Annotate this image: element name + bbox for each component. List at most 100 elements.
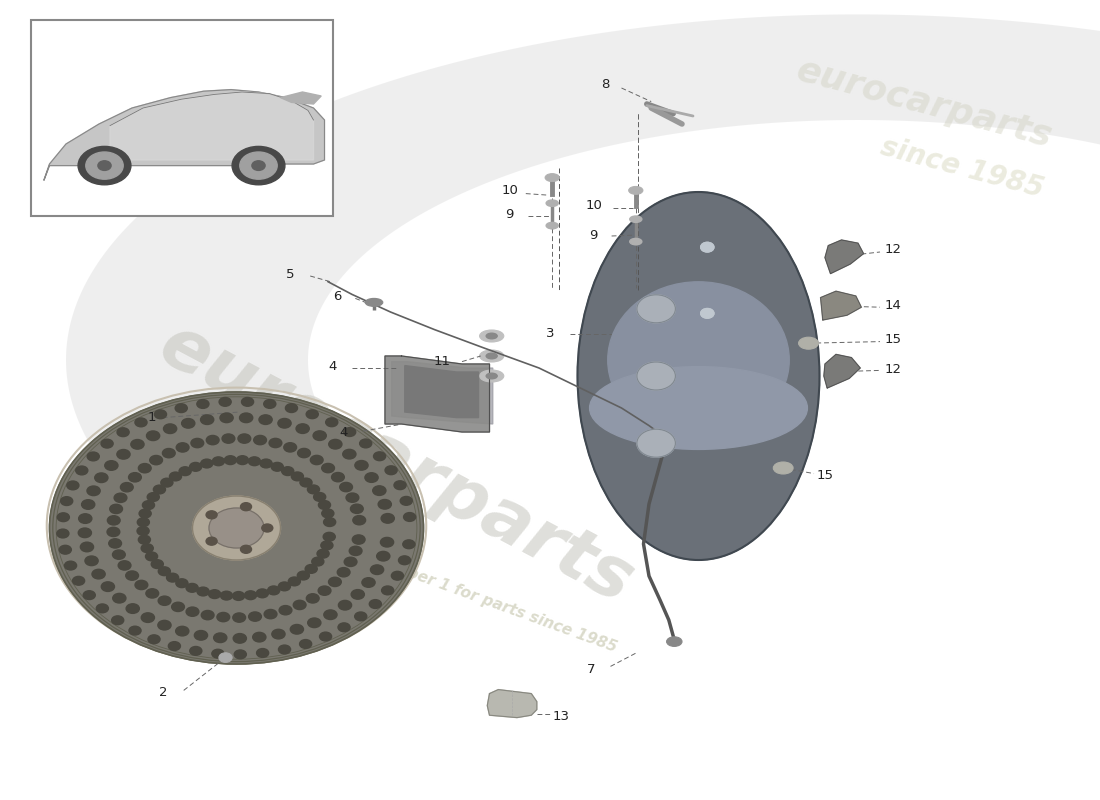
Text: 15: 15 <box>884 333 902 346</box>
Ellipse shape <box>307 485 319 494</box>
Polygon shape <box>824 354 860 388</box>
Ellipse shape <box>95 473 108 482</box>
Ellipse shape <box>381 538 394 547</box>
Text: 4: 4 <box>328 360 337 373</box>
Ellipse shape <box>78 528 91 538</box>
Ellipse shape <box>365 473 378 482</box>
Ellipse shape <box>233 613 245 622</box>
Text: 2: 2 <box>158 686 167 699</box>
Ellipse shape <box>382 586 394 595</box>
Ellipse shape <box>362 578 375 587</box>
Ellipse shape <box>385 466 397 474</box>
Ellipse shape <box>292 472 304 481</box>
Ellipse shape <box>220 413 233 422</box>
Ellipse shape <box>220 591 232 600</box>
Ellipse shape <box>326 418 338 426</box>
Ellipse shape <box>153 485 165 494</box>
Ellipse shape <box>547 200 558 206</box>
Ellipse shape <box>138 526 150 535</box>
Ellipse shape <box>254 435 266 445</box>
Text: 9: 9 <box>505 208 514 221</box>
Ellipse shape <box>65 561 77 570</box>
Ellipse shape <box>282 466 294 475</box>
Ellipse shape <box>288 577 300 586</box>
Ellipse shape <box>392 571 404 580</box>
Ellipse shape <box>486 353 497 358</box>
Ellipse shape <box>206 511 217 519</box>
Ellipse shape <box>186 583 198 592</box>
Text: 14: 14 <box>884 299 902 312</box>
Ellipse shape <box>161 478 173 487</box>
Ellipse shape <box>175 404 187 413</box>
Ellipse shape <box>129 626 141 635</box>
Ellipse shape <box>125 571 139 580</box>
Ellipse shape <box>154 410 166 418</box>
Ellipse shape <box>305 565 317 574</box>
Ellipse shape <box>285 404 297 413</box>
Ellipse shape <box>351 504 363 514</box>
Ellipse shape <box>190 646 202 655</box>
Ellipse shape <box>637 362 675 390</box>
Ellipse shape <box>667 637 682 646</box>
Text: 3: 3 <box>546 327 554 340</box>
Ellipse shape <box>267 586 279 594</box>
Ellipse shape <box>607 282 790 438</box>
Ellipse shape <box>486 334 497 339</box>
Ellipse shape <box>236 456 249 465</box>
Ellipse shape <box>158 596 170 606</box>
Text: 9: 9 <box>588 229 597 242</box>
Ellipse shape <box>278 645 290 654</box>
Ellipse shape <box>200 459 212 468</box>
Ellipse shape <box>139 535 151 544</box>
Ellipse shape <box>290 625 304 634</box>
Ellipse shape <box>701 309 714 318</box>
Ellipse shape <box>97 604 109 613</box>
Ellipse shape <box>112 594 125 603</box>
Ellipse shape <box>67 481 79 490</box>
Ellipse shape <box>219 398 231 406</box>
Ellipse shape <box>339 601 352 610</box>
Ellipse shape <box>376 551 389 561</box>
Ellipse shape <box>176 579 188 588</box>
Text: 15: 15 <box>816 469 834 482</box>
Ellipse shape <box>107 527 120 537</box>
Ellipse shape <box>139 463 151 473</box>
Ellipse shape <box>374 452 386 461</box>
Ellipse shape <box>351 590 364 599</box>
Ellipse shape <box>486 373 497 379</box>
Ellipse shape <box>206 537 217 545</box>
Ellipse shape <box>279 606 292 615</box>
Ellipse shape <box>108 516 120 525</box>
Text: 6: 6 <box>333 290 342 302</box>
Ellipse shape <box>150 455 163 465</box>
PathPatch shape <box>66 14 1100 466</box>
Ellipse shape <box>270 438 282 448</box>
Ellipse shape <box>365 298 383 306</box>
Ellipse shape <box>294 600 306 610</box>
Text: 7: 7 <box>586 663 595 676</box>
Ellipse shape <box>629 216 641 222</box>
Ellipse shape <box>209 590 221 598</box>
Ellipse shape <box>578 192 820 560</box>
Ellipse shape <box>87 452 99 461</box>
Polygon shape <box>487 690 537 718</box>
Ellipse shape <box>322 509 334 518</box>
Ellipse shape <box>213 633 227 642</box>
Text: 8: 8 <box>601 78 609 90</box>
Ellipse shape <box>284 442 297 452</box>
Ellipse shape <box>98 161 111 170</box>
Ellipse shape <box>338 567 350 577</box>
Ellipse shape <box>244 591 256 600</box>
Ellipse shape <box>146 589 158 598</box>
Ellipse shape <box>92 570 106 579</box>
Text: eurocarparts: eurocarparts <box>792 54 1056 154</box>
Ellipse shape <box>142 501 154 510</box>
Ellipse shape <box>126 604 140 614</box>
Polygon shape <box>110 92 314 160</box>
Text: since 1985: since 1985 <box>878 133 1047 203</box>
Ellipse shape <box>50 392 424 664</box>
Ellipse shape <box>262 524 273 532</box>
Ellipse shape <box>135 580 147 590</box>
Text: 11: 11 <box>433 355 451 368</box>
Ellipse shape <box>637 429 675 457</box>
